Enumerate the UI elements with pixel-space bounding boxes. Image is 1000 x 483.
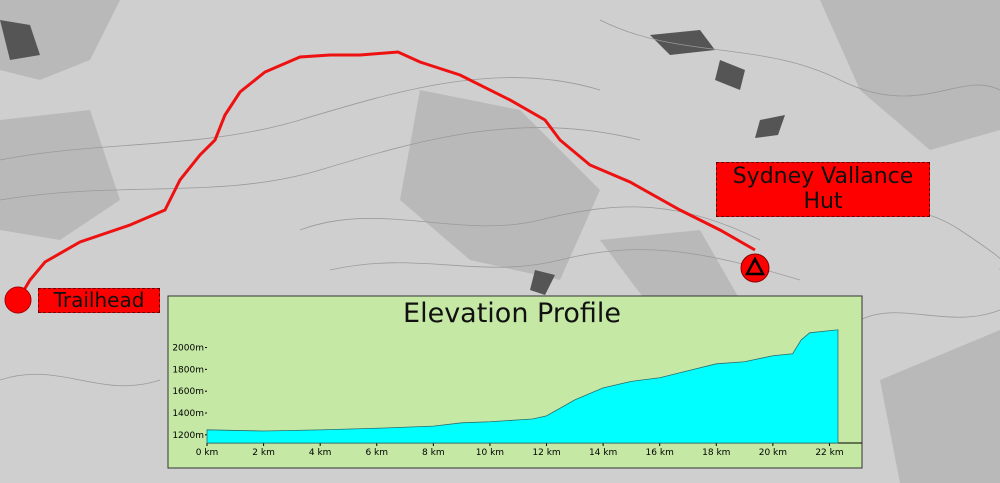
x-tick-label: 20 km [759,448,787,458]
x-tick-label: 14 km [589,448,617,458]
y-tick-label: 1400m [172,409,204,419]
trail [16,50,756,301]
y-tick-label: 1600m [172,387,204,397]
x-tick-label: 22 km [815,448,843,458]
x-tick-label: 6 km [365,448,388,458]
x-tick-label: 2 km [252,448,275,458]
x-tick-label: 12 km [532,448,560,458]
x-tick-label: 18 km [702,448,730,458]
hut-icon [744,256,766,276]
trailhead-marker [4,286,32,314]
chart-title: Elevation Profile [403,298,621,329]
y-tick-label: 1800m [172,365,204,375]
x-tick-label: 16 km [646,448,674,458]
x-tick-label: 10 km [476,448,504,458]
x-tick-label: 0 km [196,448,219,458]
lakes [0,20,785,295]
y-tick-label: 2000m [172,344,204,354]
trailhead-label: Trailhead [38,288,160,313]
x-tick-label: 4 km [309,448,332,458]
x-tick-label: 8 km [422,448,445,458]
elevation-area [206,329,839,444]
hut-label: Sydney Vallance Hut [716,162,930,217]
y-tick-label: 1200m [172,431,204,441]
